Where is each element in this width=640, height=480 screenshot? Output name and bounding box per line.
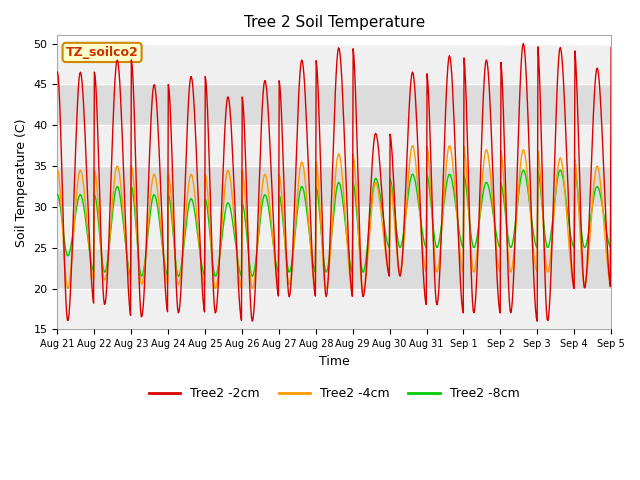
Bar — [58, 84, 611, 125]
Title: Tree 2 Soil Temperature: Tree 2 Soil Temperature — [244, 15, 425, 30]
Bar — [58, 125, 611, 166]
Bar — [58, 207, 611, 248]
X-axis label: Time: Time — [319, 355, 349, 368]
Text: TZ_soilco2: TZ_soilco2 — [66, 46, 138, 59]
Bar — [58, 288, 611, 329]
Legend: Tree2 -2cm, Tree2 -4cm, Tree2 -8cm: Tree2 -2cm, Tree2 -4cm, Tree2 -8cm — [144, 383, 524, 406]
Y-axis label: Soil Temperature (C): Soil Temperature (C) — [15, 118, 28, 247]
Bar — [58, 166, 611, 207]
Bar — [58, 248, 611, 288]
Bar — [58, 44, 611, 84]
